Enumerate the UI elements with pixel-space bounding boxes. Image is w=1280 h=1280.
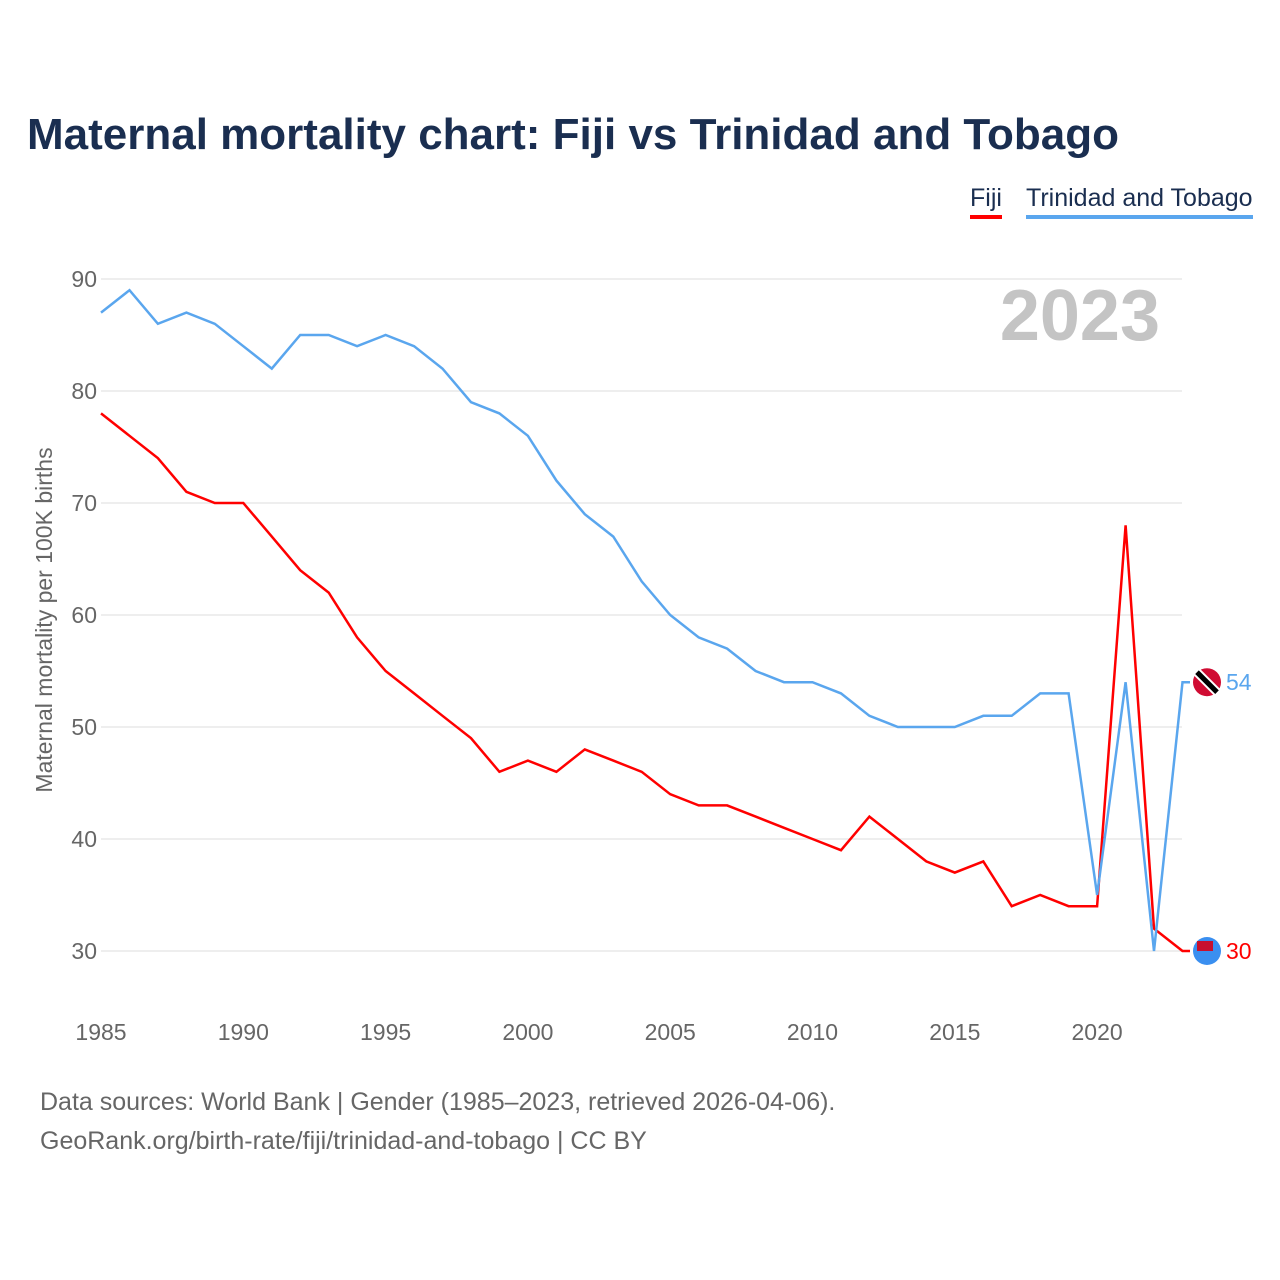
y-tick-label: 60 bbox=[71, 602, 97, 628]
y-tick-label: 90 bbox=[71, 266, 97, 292]
x-tick-label: 2015 bbox=[929, 1019, 980, 1045]
y-tick-label: 80 bbox=[71, 378, 97, 404]
x-tick-label: 1995 bbox=[360, 1019, 411, 1045]
y-axis-label: Maternal mortality per 100K births bbox=[31, 447, 57, 792]
x-tick-label: 1985 bbox=[75, 1019, 126, 1045]
source-line-1: Data sources: World Bank | Gender (1985–… bbox=[40, 1088, 836, 1116]
y-tick-label: 40 bbox=[71, 826, 97, 852]
flag-stripe bbox=[1195, 670, 1219, 694]
year-label: 2023 bbox=[1000, 276, 1160, 356]
end-value-label: 30 bbox=[1226, 938, 1252, 964]
chart-title: Maternal mortality chart: Fiji vs Trinid… bbox=[27, 110, 1120, 159]
x-tick-label: 2020 bbox=[1072, 1019, 1123, 1045]
series-line-trinidad bbox=[100, 288, 1190, 952]
source-line-2: GeoRank.org/birth-rate/fiji/trinidad-and… bbox=[40, 1127, 647, 1155]
y-tick-label: 30 bbox=[71, 938, 97, 964]
y-tick-label: 70 bbox=[71, 490, 97, 516]
series-line-fiji bbox=[100, 412, 1190, 953]
x-tick-label: 2000 bbox=[502, 1019, 553, 1045]
x-tick-label: 1990 bbox=[218, 1019, 269, 1045]
y-tick-label: 50 bbox=[71, 714, 97, 740]
x-tick-label: 2010 bbox=[787, 1019, 838, 1045]
legend-fiji[interactable]: Fiji bbox=[970, 184, 1002, 219]
x-tick-label: 2005 bbox=[645, 1019, 696, 1045]
end-value-label: 54 bbox=[1226, 669, 1252, 695]
legend-trinidad-and-tobago[interactable]: Trinidad and Tobago bbox=[1026, 184, 1253, 219]
flag-canton bbox=[1197, 941, 1213, 951]
